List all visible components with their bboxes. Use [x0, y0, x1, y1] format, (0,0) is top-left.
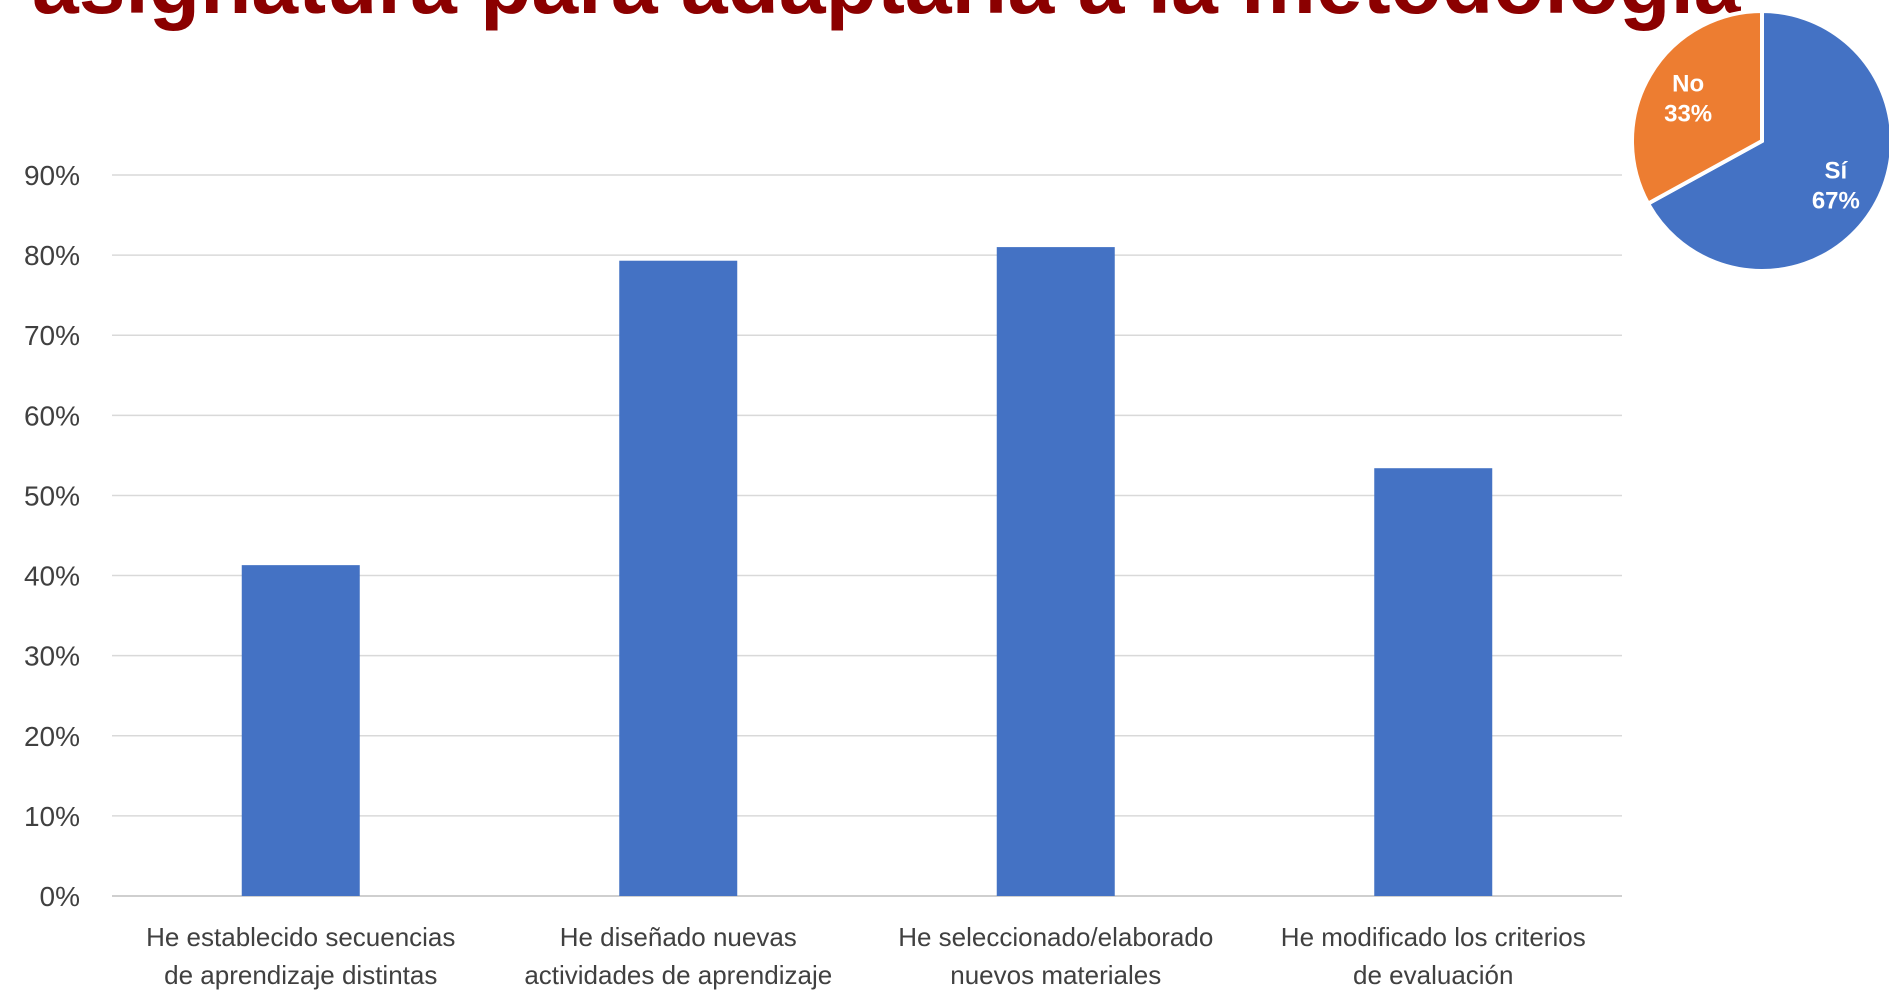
y-tick-label: 70% — [24, 320, 80, 351]
x-category-label: He establecido secuencias de aprendizaje … — [146, 922, 455, 990]
y-tick-label: 50% — [24, 480, 80, 511]
y-tick-label: 40% — [24, 561, 80, 592]
bar — [241, 565, 360, 896]
y-tick-label: 30% — [24, 641, 80, 672]
y-tick-label: 60% — [24, 400, 80, 431]
bar — [996, 247, 1115, 897]
slide-title: asignatura para adaptarla a la metodolog… — [0, 0, 1889, 26]
y-tick-label: 10% — [24, 801, 80, 832]
y-tick-label: 20% — [24, 721, 80, 752]
pie-slice-value: 67% — [1812, 188, 1860, 215]
x-category-label: He modificado los criterios de evaluación — [1281, 922, 1586, 990]
pie-slice-label: Sí — [1825, 158, 1849, 185]
y-tick-label: 0% — [40, 881, 80, 912]
bar-chart: 0% 10% 20% 30% 40% 50% 60% 70% 80% 90% He establec… — [24, 160, 1622, 990]
pie-slice — [1645, 8, 1889, 273]
y-tick-label: 80% — [24, 240, 80, 271]
bar — [1374, 468, 1493, 896]
x-category-label: He seleccionado/elaborado nuevos material… — [898, 922, 1213, 990]
pie-slice — [1630, 8, 1764, 207]
pie-slice-label: No — [1672, 70, 1704, 97]
y-tick-label: 90% — [24, 160, 80, 191]
pie-slice-value: 33% — [1664, 100, 1712, 127]
bar — [619, 260, 738, 897]
x-category-label: He diseñado nuevas actividades de aprendi… — [524, 922, 832, 990]
pie-chart: Sí 67% No 33% — [1630, 8, 1889, 273]
